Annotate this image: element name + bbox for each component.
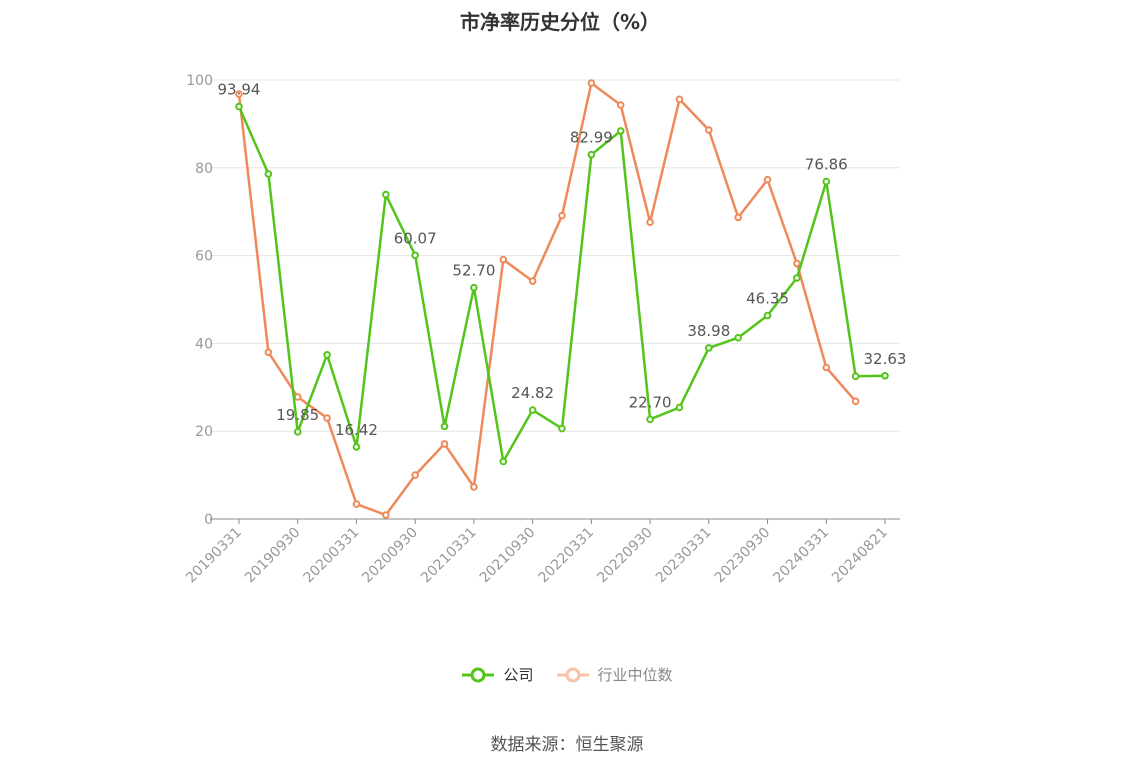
industry-point	[646, 218, 654, 227]
industry-point	[293, 393, 302, 401]
company-point	[323, 351, 331, 359]
x-tick-label: 20200930	[359, 525, 421, 587]
industry-point	[675, 95, 684, 104]
y-tick-label: 40	[195, 336, 213, 352]
industry-point	[235, 90, 243, 98]
chart-title: 市净率历史分位（%）	[459, 10, 661, 34]
industry-line	[237, 81, 857, 517]
company-point	[352, 443, 361, 451]
x-tick-label: 20230930	[712, 525, 774, 587]
industry-point	[851, 397, 860, 406]
x-tick-label: 20200331	[301, 525, 363, 587]
y-tick-label: 100	[186, 73, 213, 89]
industry-point	[411, 471, 419, 479]
company-point	[235, 102, 243, 111]
company-data-label: 93.94	[218, 81, 261, 99]
industry-point	[382, 511, 390, 519]
industry-point	[264, 348, 273, 356]
legend-company-icon	[462, 667, 495, 682]
company-data-label: 46.35	[746, 290, 789, 308]
x-tick-label: 20240821	[829, 525, 891, 587]
company-point	[793, 274, 801, 282]
data-source-note: 数据来源：恒生聚源	[490, 735, 644, 755]
series-layer	[235, 79, 889, 519]
legend-item-industry[interactable]: 行业中位数	[556, 664, 673, 685]
company-data-label: 82.99	[570, 129, 613, 147]
axes: 0 20 40 60 80 100 2019033120190930202003312020…	[183, 73, 900, 586]
industry-point	[616, 101, 625, 109]
industry-point	[470, 483, 478, 491]
industry-point	[440, 440, 449, 448]
y-tick-label: 20	[195, 424, 213, 440]
x-tick-label: 20190331	[183, 525, 245, 587]
x-tick-label: 20220331	[535, 525, 597, 587]
x-tick-label: 20190930	[242, 525, 304, 587]
industry-point	[705, 126, 713, 134]
company-data-label: 76.86	[805, 156, 848, 174]
industry-point	[734, 213, 742, 222]
company-point	[616, 127, 625, 135]
company-point	[675, 403, 684, 412]
company-point	[734, 333, 742, 342]
company-point	[264, 170, 273, 178]
company-point	[499, 457, 508, 466]
industry-point	[528, 277, 537, 285]
data-labels: 93.94 19.85 16.42 60.07 52.70 24.82 82.99 22.70…	[218, 81, 907, 439]
company-point	[881, 371, 889, 380]
company-data-label: 60.07	[394, 229, 437, 247]
y-tick-label: 0	[204, 512, 213, 528]
legend-label-company: 公司	[503, 666, 534, 684]
company-point	[411, 251, 419, 260]
legend: 公司 行业中位数	[0, 664, 1134, 685]
industry-point	[352, 500, 361, 508]
grid-lines	[210, 79, 900, 432]
industry-point	[763, 175, 772, 184]
company-data-label: 16.42	[335, 421, 378, 439]
company-point	[440, 422, 449, 431]
company-point	[822, 177, 831, 186]
industry-point	[822, 363, 831, 372]
x-tick-label: 20220930	[594, 525, 656, 587]
industry-point	[587, 79, 596, 87]
legend-item-company[interactable]: 公司	[461, 664, 534, 685]
x-tick-label: 20230331	[653, 525, 715, 587]
company-point	[763, 311, 772, 320]
y-tick-label: 60	[195, 249, 213, 265]
company-data-label: 19.85	[276, 406, 319, 424]
x-tick-label: 20210930	[477, 525, 539, 587]
company-data-label: 22.70	[629, 393, 672, 411]
industry-point	[558, 211, 566, 220]
company-data-label: 32.63	[864, 350, 907, 368]
industry-point	[323, 414, 331, 422]
y-tick-label: 80	[195, 161, 213, 177]
industry-point	[499, 255, 508, 264]
company-point	[293, 428, 302, 436]
company-point	[528, 406, 537, 414]
company-point	[851, 372, 860, 381]
company-data-label: 24.82	[511, 384, 554, 402]
legend-industry-icon	[556, 667, 589, 682]
x-tick-label: 20240331	[770, 525, 832, 587]
company-point	[470, 283, 478, 292]
company-point	[587, 150, 596, 159]
company-point	[646, 415, 654, 424]
company-line	[237, 106, 886, 463]
company-point	[558, 424, 566, 433]
company-data-label: 52.70	[452, 262, 495, 280]
company-data-label: 38.98	[687, 322, 730, 340]
company-point	[705, 344, 713, 352]
industry-point	[793, 259, 801, 268]
company-point	[382, 190, 390, 199]
x-tick-label: 20210331	[418, 525, 480, 587]
legend-label-industry: 行业中位数	[597, 666, 673, 684]
